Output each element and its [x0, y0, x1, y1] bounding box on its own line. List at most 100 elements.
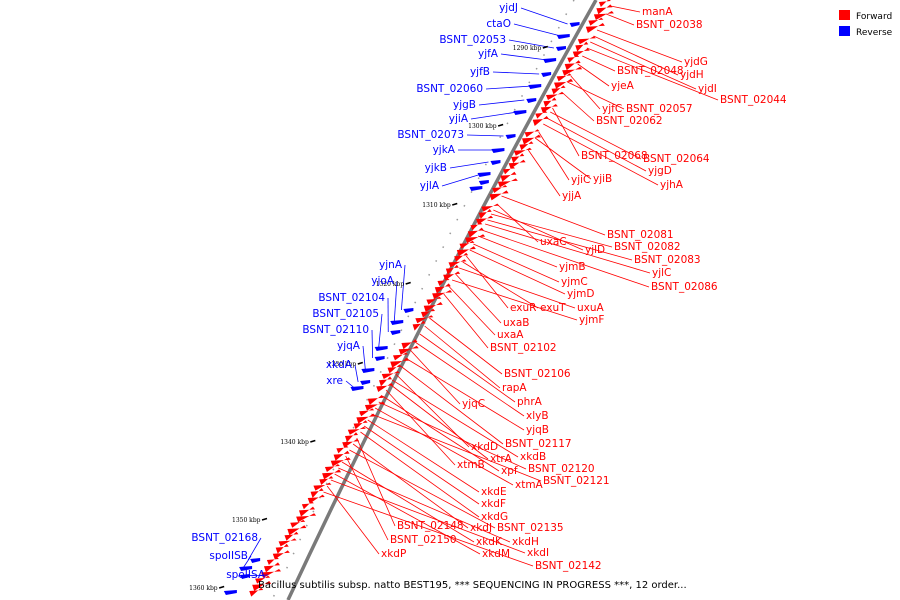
- reverse-gene-label: BSNT_02110: [302, 324, 369, 336]
- reverse-gene-arrow: [390, 320, 404, 325]
- forward-gene-arrow: [448, 259, 467, 268]
- forward-gene-arrow: [263, 562, 280, 573]
- forward-gene-arrow: [310, 488, 324, 498]
- reverse-leader-line: [466, 134, 504, 137]
- forward-gene-label: BSNT_02086: [651, 281, 718, 293]
- forward-gene-arrow: [434, 283, 451, 294]
- forward-gene-arrow: [298, 506, 315, 517]
- reverse-gene-arrow: [491, 148, 505, 153]
- forward-leader-line: [367, 419, 480, 493]
- forward-gene-arrow: [301, 501, 314, 510]
- reverse-gene-arrow: [361, 368, 375, 373]
- forward-gene-arrow: [564, 60, 581, 71]
- reverse-gene-label: BSNT_02104: [318, 292, 385, 304]
- forward-leader-line: [550, 111, 642, 160]
- forward-gene-arrow: [296, 513, 317, 523]
- forward-gene-label: yjdI: [698, 83, 717, 95]
- scale-tick-label: 1320 kbp: [376, 281, 405, 288]
- forward-leader-line: [610, 5, 641, 13]
- reverse-leader-line: [378, 313, 383, 349]
- reverse-leader-line: [492, 71, 540, 75]
- reverse-leader-line: [513, 23, 561, 37]
- forward-gene-arrow: [272, 550, 290, 560]
- reverse-gene-arrow: [478, 180, 489, 185]
- forward-gene-label: yjgD: [648, 165, 672, 177]
- forward-leader-line: [363, 425, 480, 505]
- forward-gene-arrow: [324, 464, 340, 472]
- forward-gene-label: manA: [642, 6, 673, 18]
- forward-gene-label: xlyB: [526, 410, 549, 422]
- legend-swatch-reverse: [839, 26, 850, 36]
- forward-gene-arrow: [392, 352, 408, 361]
- forward-gene-arrow: [572, 48, 590, 58]
- forward-leader-line: [414, 341, 525, 417]
- forward-gene-arrow: [423, 302, 443, 312]
- forward-gene-arrow: [593, 11, 614, 20]
- reverse-leader-line: [371, 329, 374, 359]
- forward-gene-label: BSNT_02120: [528, 463, 595, 475]
- forward-gene-arrow: [492, 185, 508, 193]
- forward-leader-line: [546, 117, 647, 172]
- scale-tick-label: 1360 kbp: [189, 585, 218, 592]
- forward-gene-label: BSNT_02117: [505, 438, 572, 450]
- forward-gene-label: yjqB: [526, 424, 549, 436]
- forward-gene-arrow: [478, 209, 492, 219]
- forward-leader-line: [341, 461, 475, 543]
- forward-gene-arrow: [500, 171, 517, 182]
- scale-tick-label: 1330 kbp: [328, 361, 357, 368]
- forward-gene-label: BSNT_02062: [596, 115, 663, 127]
- forward-gene-label: uxaB: [503, 317, 530, 329]
- label-leader-lines: [238, 5, 719, 577]
- reverse-leader-line: [485, 85, 533, 90]
- forward-gene-arrow: [535, 110, 548, 119]
- forward-leader-line: [338, 467, 511, 543]
- forward-gene-label: BSNT_02148: [397, 520, 464, 532]
- reverse-gene-label: spoIISB: [209, 550, 248, 562]
- forward-leader-line: [419, 333, 516, 403]
- forward-gene-arrow: [562, 66, 583, 76]
- forward-leader-line: [477, 235, 558, 268]
- forward-gene-arrow: [387, 364, 402, 374]
- forward-gene-arrow: [359, 408, 375, 417]
- forward-leader-line: [443, 293, 489, 349]
- forward-gene-label: yjmF: [579, 314, 604, 326]
- reverse-gene-label: xre: [326, 375, 343, 387]
- forward-gene-arrow: [540, 104, 558, 113]
- forward-gene-label: yjmD: [567, 288, 594, 300]
- forward-gene-label: BSNT_02106: [504, 368, 571, 380]
- forward-gene-label: xkdE: [481, 486, 507, 498]
- forward-gene-arrow: [456, 246, 476, 257]
- forward-leader-line: [455, 273, 502, 324]
- forward-gene-arrow: [503, 166, 516, 175]
- forward-leader-line: [577, 63, 610, 87]
- reverse-leader-line: [354, 364, 359, 383]
- reverse-leader-line: [478, 99, 525, 106]
- forward-leader-line: [389, 383, 489, 460]
- forward-gene-arrow: [467, 227, 484, 238]
- forward-leader-line: [400, 365, 504, 445]
- reverse-leader-line: [345, 380, 355, 389]
- forward-gene-arrow: [519, 141, 534, 151]
- forward-leader-line: [481, 229, 650, 288]
- reverse-gene-label: BSNT_02168: [191, 532, 258, 544]
- forward-leader-line: [496, 203, 539, 243]
- reverse-gene-arrow: [541, 72, 552, 77]
- forward-gene-arrow: [556, 73, 572, 82]
- forward-leader-line: [429, 317, 503, 375]
- forward-gene-label: BSNT_02135: [497, 522, 564, 534]
- forward-leader-line: [596, 29, 683, 63]
- forward-gene-label: BSNT_02102: [490, 342, 557, 354]
- scale-tick-label: 1350 kbp: [232, 517, 261, 524]
- forward-gene-arrow: [513, 147, 532, 156]
- forward-gene-arrow: [445, 264, 459, 275]
- forward-gene-arrow: [437, 278, 450, 286]
- forward-leader-line: [561, 91, 595, 122]
- forward-leader-line: [462, 261, 539, 309]
- forward-gene-arrow: [426, 296, 442, 305]
- forward-leader-line: [473, 243, 560, 283]
- reverse-gene-label: BSNT_02073: [397, 129, 464, 141]
- forward-gene-label: xkdB: [520, 451, 546, 463]
- scale-tick-label: 1290 kbp: [513, 45, 542, 52]
- scale-tick-mark: [542, 45, 549, 49]
- reverse-gene-arrow: [569, 22, 580, 27]
